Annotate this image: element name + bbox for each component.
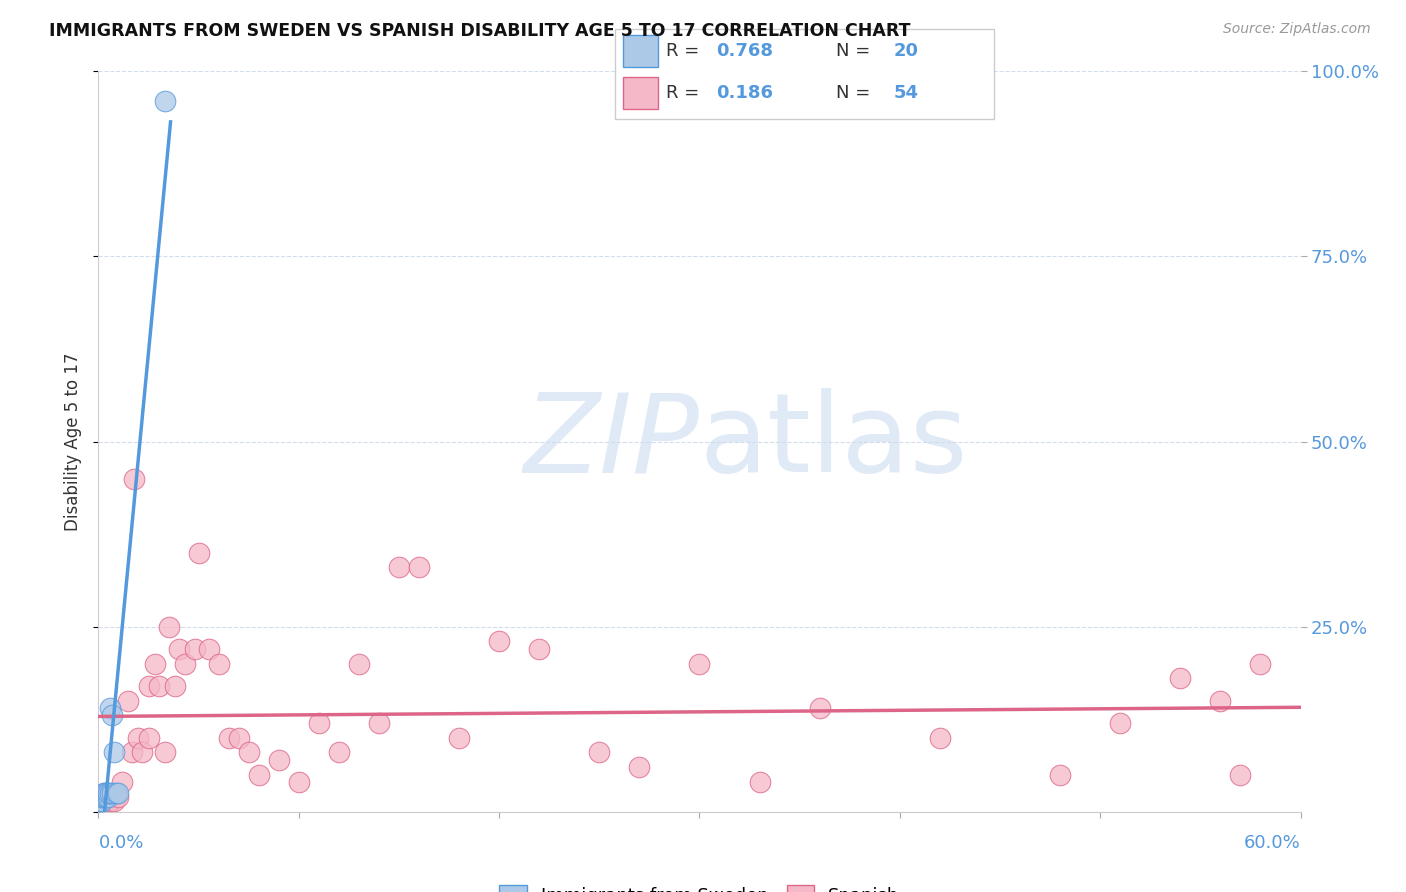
Point (93, 789, 115, 804)
Point (628, 760, 651, 774)
Point (447, 731, 470, 745)
Point (89, 789, 111, 804)
Point (1049, 767, 1071, 781)
Bar (623, 35, 658, 67)
Point (103, 746, 125, 760)
Point (288, 775, 311, 789)
Point (117, 694, 139, 708)
Point (1209, 694, 1232, 708)
Text: atlas: atlas (700, 388, 967, 495)
Point (96, 789, 118, 804)
Point (101, 786, 124, 800)
Point (91, 797, 114, 812)
Text: N =: N = (835, 42, 876, 60)
Y-axis label: Disability Age 5 to 17: Disability Age 5 to 17 (65, 352, 83, 531)
Point (308, 715, 330, 730)
Point (93, 794, 115, 808)
Point (107, 786, 129, 800)
Text: 0.768: 0.768 (716, 42, 773, 60)
Point (93, 786, 115, 800)
Point (488, 634, 510, 648)
Point (187, 546, 209, 560)
Point (408, 560, 430, 574)
Text: 20: 20 (894, 42, 920, 60)
Point (808, 701, 831, 715)
Text: ZIP: ZIP (523, 388, 700, 495)
Point (1109, 715, 1132, 730)
Point (93, 786, 115, 800)
Point (588, 746, 610, 760)
Point (247, 767, 270, 781)
Point (121, 746, 143, 760)
Point (97, 797, 120, 812)
Point (929, 731, 952, 745)
Legend: Immigrants from Sweden, Spanish: Immigrants from Sweden, Spanish (491, 876, 908, 892)
Point (128, 731, 150, 745)
Point (328, 746, 350, 760)
Point (748, 775, 770, 789)
Point (96, 789, 118, 804)
Point (228, 731, 250, 745)
Point (163, 679, 186, 693)
Text: R =: R = (666, 84, 704, 103)
FancyBboxPatch shape (616, 29, 994, 119)
Point (138, 731, 160, 745)
Point (368, 715, 391, 730)
Point (267, 753, 290, 767)
Text: 0.186: 0.186 (716, 84, 773, 103)
Point (89, 794, 111, 808)
Point (1250, 657, 1272, 671)
Text: N =: N = (835, 84, 876, 103)
Point (91, 794, 114, 808)
Text: IMMIGRANTS FROM SWEDEN VS SPANISH DISABILITY AGE 5 TO 17 CORRELATION CHART: IMMIGRANTS FROM SWEDEN VS SPANISH DISABI… (49, 22, 911, 40)
Point (124, 471, 146, 485)
Point (89, 794, 111, 808)
Point (183, 641, 205, 656)
Point (107, 789, 129, 804)
Point (347, 657, 370, 671)
Text: Source: ZipAtlas.com: Source: ZipAtlas.com (1223, 22, 1371, 37)
Point (111, 775, 134, 789)
Point (1170, 672, 1192, 686)
Point (689, 657, 711, 671)
Point (131, 746, 153, 760)
Point (218, 731, 240, 745)
Point (100, 794, 122, 808)
Point (97, 786, 120, 800)
Point (89, 794, 111, 808)
Point (157, 619, 180, 633)
Point (101, 708, 124, 723)
Point (97, 789, 120, 804)
Point (153, 746, 176, 760)
Point (138, 679, 160, 693)
Point (148, 679, 170, 693)
Point (143, 657, 166, 671)
Point (529, 641, 551, 656)
Point (96, 786, 118, 800)
Point (167, 641, 190, 656)
Point (1229, 767, 1251, 781)
Point (238, 746, 260, 760)
Point (197, 641, 219, 656)
Point (173, 657, 195, 671)
Text: 0.0%: 0.0% (98, 834, 143, 852)
Point (91, 789, 114, 804)
Point (208, 657, 231, 671)
Text: R =: R = (666, 42, 704, 60)
Point (103, 794, 125, 808)
Point (105, 786, 128, 800)
Point (388, 560, 411, 574)
Bar (623, 78, 658, 109)
Text: 60.0%: 60.0% (1244, 834, 1301, 852)
Point (100, 786, 122, 800)
Text: 54: 54 (894, 84, 920, 103)
Point (100, 701, 122, 715)
Point (153, 94, 176, 108)
